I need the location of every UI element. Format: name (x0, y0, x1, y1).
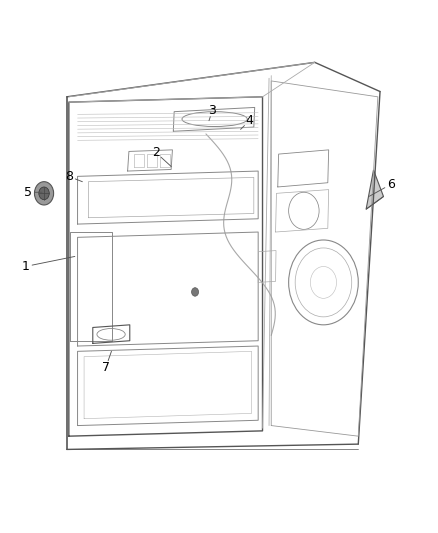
Text: 7: 7 (102, 361, 110, 374)
Text: 4: 4 (246, 114, 254, 127)
Polygon shape (366, 170, 384, 209)
Text: 1: 1 (21, 260, 29, 273)
Text: 8: 8 (65, 170, 73, 183)
Circle shape (35, 182, 53, 205)
Text: 3: 3 (208, 103, 216, 117)
Circle shape (191, 288, 198, 296)
Text: 6: 6 (387, 178, 395, 191)
Text: 2: 2 (152, 146, 160, 159)
Text: 5: 5 (24, 186, 32, 199)
Circle shape (39, 187, 49, 200)
